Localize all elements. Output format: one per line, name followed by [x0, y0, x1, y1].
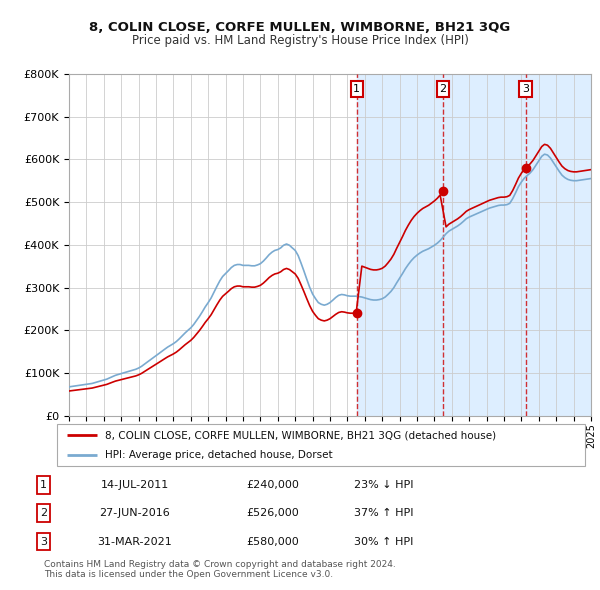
Bar: [357, 74, 591, 416]
Text: 1: 1: [40, 480, 47, 490]
Text: £580,000: £580,000: [247, 537, 299, 546]
Bar: [526, 74, 591, 416]
Text: Contains HM Land Registry data © Crown copyright and database right 2024.
This d: Contains HM Land Registry data © Crown c…: [44, 560, 395, 579]
FancyBboxPatch shape: [57, 424, 585, 466]
Text: 1: 1: [353, 84, 360, 94]
Text: 31-MAR-2021: 31-MAR-2021: [98, 537, 172, 546]
Text: 2: 2: [40, 509, 47, 518]
Text: 8, COLIN CLOSE, CORFE MULLEN, WIMBORNE, BH21 3QG: 8, COLIN CLOSE, CORFE MULLEN, WIMBORNE, …: [89, 21, 511, 34]
Text: £526,000: £526,000: [247, 509, 299, 518]
Text: 23% ↓ HPI: 23% ↓ HPI: [354, 480, 414, 490]
Text: 3: 3: [40, 537, 47, 546]
Text: 27-JUN-2016: 27-JUN-2016: [100, 509, 170, 518]
Text: Price paid vs. HM Land Registry's House Price Index (HPI): Price paid vs. HM Land Registry's House …: [131, 34, 469, 47]
Text: 37% ↑ HPI: 37% ↑ HPI: [354, 509, 414, 518]
Text: 14-JUL-2011: 14-JUL-2011: [101, 480, 169, 490]
Text: 3: 3: [522, 84, 529, 94]
Text: HPI: Average price, detached house, Dorset: HPI: Average price, detached house, Dors…: [104, 450, 332, 460]
Text: 8, COLIN CLOSE, CORFE MULLEN, WIMBORNE, BH21 3QG (detached house): 8, COLIN CLOSE, CORFE MULLEN, WIMBORNE, …: [104, 430, 496, 440]
Text: £240,000: £240,000: [247, 480, 299, 490]
Text: 2: 2: [439, 84, 446, 94]
Text: 30% ↑ HPI: 30% ↑ HPI: [355, 537, 413, 546]
